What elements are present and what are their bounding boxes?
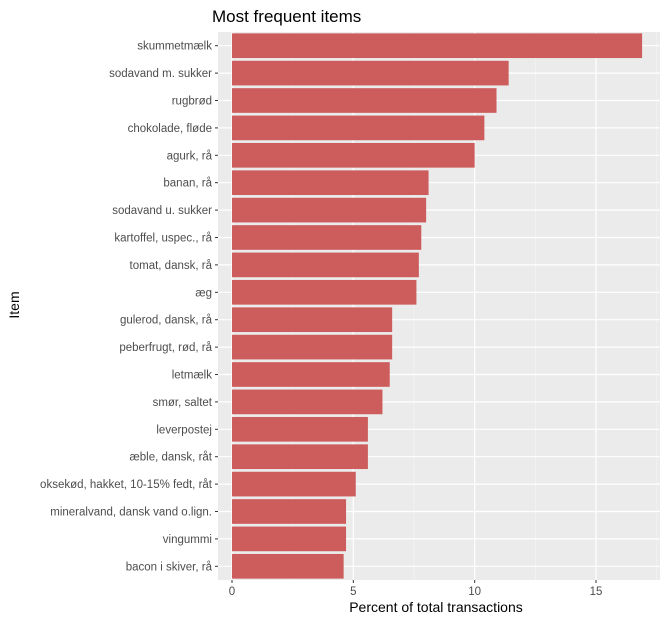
y-tick-label: skummetmælk: [137, 41, 212, 53]
y-tick-label: kartoffel, uspec., rå: [114, 233, 212, 245]
y-tick-label: rugbrød: [172, 96, 212, 108]
x-tick-label: 10: [468, 586, 481, 598]
bar: [232, 33, 643, 59]
y-tick-label: sodavand m. sukker: [109, 68, 212, 80]
y-tick-label: æg: [195, 287, 212, 299]
bar: [232, 307, 393, 333]
bar: [232, 60, 509, 86]
bars: [232, 33, 643, 579]
y-tick-label: vingummi: [163, 534, 212, 546]
bar: [232, 471, 356, 497]
y-tick-label: peberfrugt, rød, rå: [119, 342, 212, 354]
bar: [232, 334, 393, 360]
y-tick-label: sodavand u. sukker: [112, 205, 212, 217]
x-tick-label: 15: [590, 586, 603, 598]
y-tick-label: tomat, dansk, rå: [130, 260, 213, 272]
y-tick-label: agurk, rå: [167, 150, 213, 162]
bar: [232, 416, 368, 442]
bar: [232, 553, 344, 579]
x-axis: 0 5 10 15: [229, 580, 603, 598]
y-axis-label: Item: [6, 291, 22, 318]
y-tick-label: chokolade, fløde: [128, 123, 212, 135]
bar: [232, 252, 419, 278]
y-tick-label: letmælk: [172, 370, 213, 382]
y-tick-label: æble, dansk, råt: [130, 452, 213, 464]
bar: [232, 499, 347, 524]
y-tick-label: oksekød, hakket, 10-15% fedt, råt: [40, 479, 213, 491]
chart-title: Most frequent items: [212, 7, 361, 26]
bar: [232, 170, 429, 196]
bar: [232, 389, 383, 415]
bar: [232, 362, 390, 387]
x-tick-label: 0: [229, 586, 235, 598]
bar: [232, 115, 485, 141]
y-tick-label: smør, saltet: [153, 397, 213, 409]
y-tick-label: banan, rå: [163, 178, 212, 190]
bar: [232, 88, 497, 113]
y-tick-label: mineralvand, dansk vand o.lign.: [50, 507, 212, 519]
bar: [232, 279, 417, 305]
plot-panel: [218, 32, 660, 580]
y-tick-label: bacon i skiver, rå: [126, 561, 213, 573]
bar: [232, 197, 427, 223]
bar: [232, 444, 368, 470]
y-tick-label: gulerod, dansk, rå: [120, 315, 213, 327]
x-tick-label: 5: [350, 586, 356, 598]
bar: [232, 142, 475, 168]
bar: [232, 526, 347, 552]
y-axis: skummetmælk sodavand m. sukker rugbrød chok…: [40, 41, 218, 573]
x-axis-label: Percent of total transactions: [349, 599, 523, 615]
bar: [232, 225, 422, 250]
y-tick-label: leverpostej: [156, 424, 212, 436]
